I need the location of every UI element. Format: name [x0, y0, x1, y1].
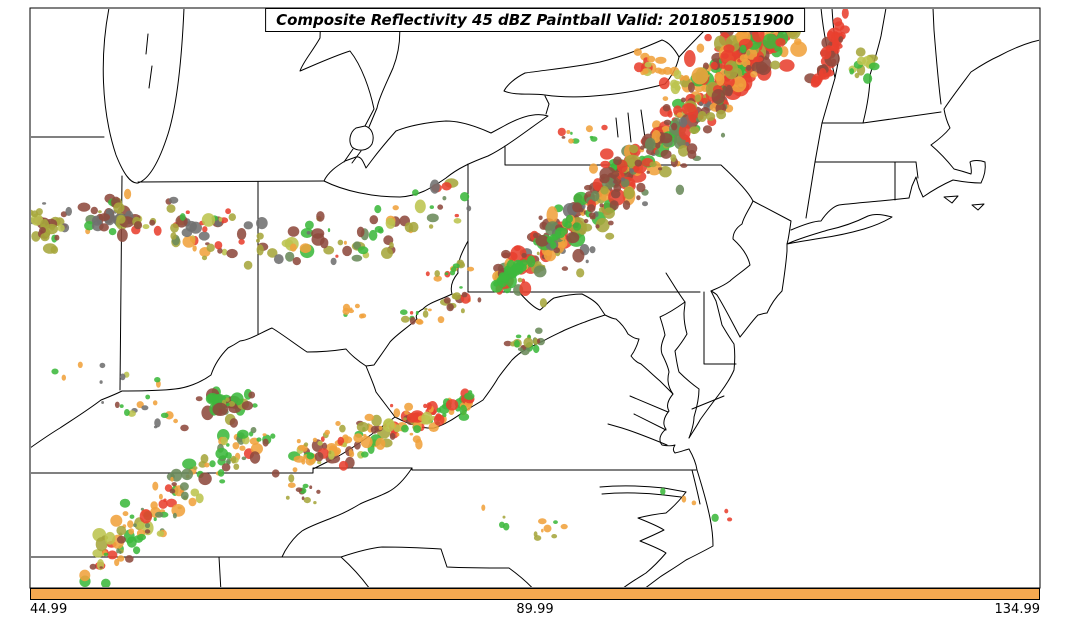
- colorbar-tick-mid: 89.99: [516, 602, 554, 617]
- plot-title: Composite Reflectivity 45 dBZ Paintball …: [265, 8, 805, 32]
- map-frame: [29, 7, 1041, 589]
- colorbar-tick-max: 134.99: [994, 602, 1041, 617]
- colorbar-tick-min: 44.99: [30, 602, 68, 617]
- colorbar: [30, 588, 1040, 600]
